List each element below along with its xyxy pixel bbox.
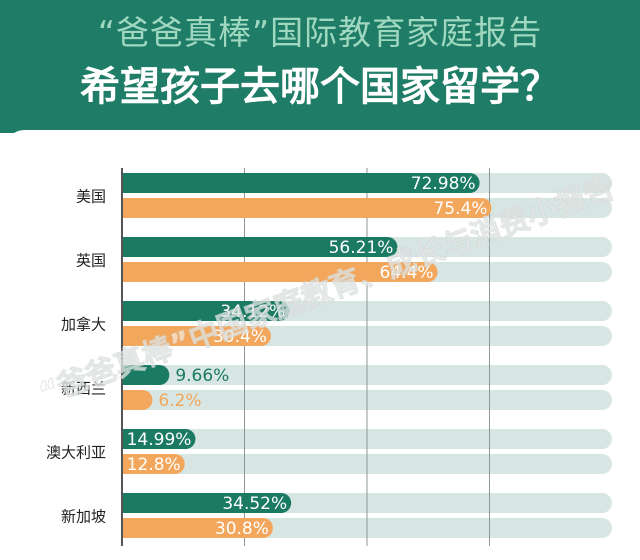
bar: [122, 493, 292, 513]
data-label: 75.4%: [433, 199, 487, 219]
bar: [122, 429, 196, 449]
bar: [122, 326, 271, 346]
bar-end: [122, 198, 132, 218]
category-label: 新加坡: [61, 508, 106, 526]
data-label: 6.2%: [158, 391, 201, 411]
category-label: 澳大利亚: [46, 444, 106, 462]
data-label: 56.21%: [329, 238, 394, 258]
report-title: 希望孩子去哪个国家留学？: [80, 64, 560, 110]
bar-end: [122, 237, 132, 257]
data-label: 9.66%: [175, 366, 229, 386]
bar: [122, 262, 438, 282]
report-subtitle: “爸爸真棒”国际教育家庭报告: [97, 13, 543, 52]
bar-end: [122, 454, 132, 474]
bar: [122, 454, 185, 474]
bar: [122, 301, 290, 321]
bar-end: [122, 301, 132, 321]
bar: [122, 518, 273, 538]
bar-end: [122, 262, 132, 282]
bar-end: [122, 518, 132, 538]
category-label: 新西兰: [61, 380, 106, 398]
bar: [122, 198, 492, 218]
bar-end: [122, 326, 132, 346]
data-label: 14.99%: [127, 430, 192, 450]
bar: [122, 365, 170, 385]
data-label: 30.8%: [215, 519, 269, 539]
report-header: “爸爸真棒”国际教育家庭报告 希望孩子去哪个国家留学？: [0, 0, 640, 133]
category-label: 美国: [76, 188, 106, 206]
category-label: 加拿大: [61, 316, 106, 334]
bar-end: [122, 390, 132, 410]
data-label: 12.8%: [127, 455, 181, 475]
data-label: 64.4%: [380, 263, 434, 283]
data-label: 34.52%: [222, 494, 287, 514]
bar-chart: 美国 72.98% 75.4% 英国 56.21% 64.4% 加拿大 34.12% 30.4%…: [34, 168, 620, 546]
bar-end: [122, 365, 132, 385]
category-label: 英国: [76, 252, 106, 270]
bar-end: [122, 493, 132, 513]
data-label: 34.12%: [220, 302, 285, 322]
bar-end: [122, 173, 132, 193]
bar-end: [122, 429, 132, 449]
bar: [122, 173, 480, 193]
bar: [122, 237, 398, 257]
data-label: 72.98%: [411, 174, 476, 194]
data-label: 30.4%: [213, 327, 267, 347]
